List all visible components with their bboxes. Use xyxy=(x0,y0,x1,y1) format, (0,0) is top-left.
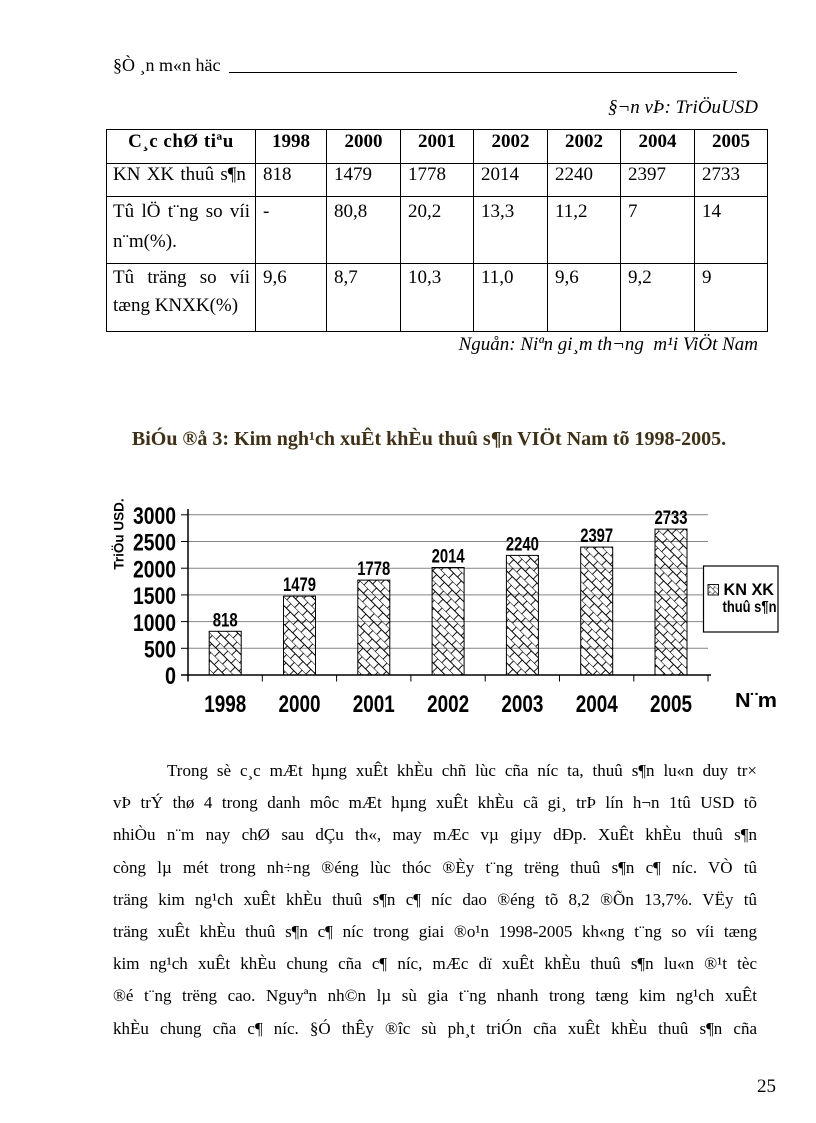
svg-text:3000: 3000 xyxy=(133,503,176,530)
svg-text:2014: 2014 xyxy=(432,547,465,568)
svg-text:2733: 2733 xyxy=(655,508,688,529)
svg-text:2002: 2002 xyxy=(427,691,469,718)
svg-text:0: 0 xyxy=(165,663,176,690)
svg-text:N¨m: N¨m xyxy=(735,690,777,712)
svg-text:1479: 1479 xyxy=(283,575,316,596)
svg-text:2500: 2500 xyxy=(133,530,176,557)
svg-text:2005: 2005 xyxy=(650,691,692,718)
svg-text:2000: 2000 xyxy=(279,691,321,718)
svg-text:818: 818 xyxy=(213,610,238,631)
svg-text:2003: 2003 xyxy=(501,691,543,718)
svg-text:2001: 2001 xyxy=(353,691,395,718)
svg-text:1998: 1998 xyxy=(204,691,246,718)
svg-text:500: 500 xyxy=(144,637,176,664)
svg-text:thuû s¶n: thuû s¶n xyxy=(723,599,777,616)
svg-text:2240: 2240 xyxy=(506,534,539,555)
svg-text:TriÖu USD.: TriÖu USD. xyxy=(112,498,127,569)
svg-text:2004: 2004 xyxy=(576,691,619,718)
svg-text:2397: 2397 xyxy=(580,526,613,547)
svg-text:1778: 1778 xyxy=(357,559,390,580)
svg-text:1500: 1500 xyxy=(133,583,176,610)
svg-text:1000: 1000 xyxy=(133,610,176,637)
svg-text:KN XK: KN XK xyxy=(724,580,775,599)
svg-text:2000: 2000 xyxy=(133,556,176,583)
